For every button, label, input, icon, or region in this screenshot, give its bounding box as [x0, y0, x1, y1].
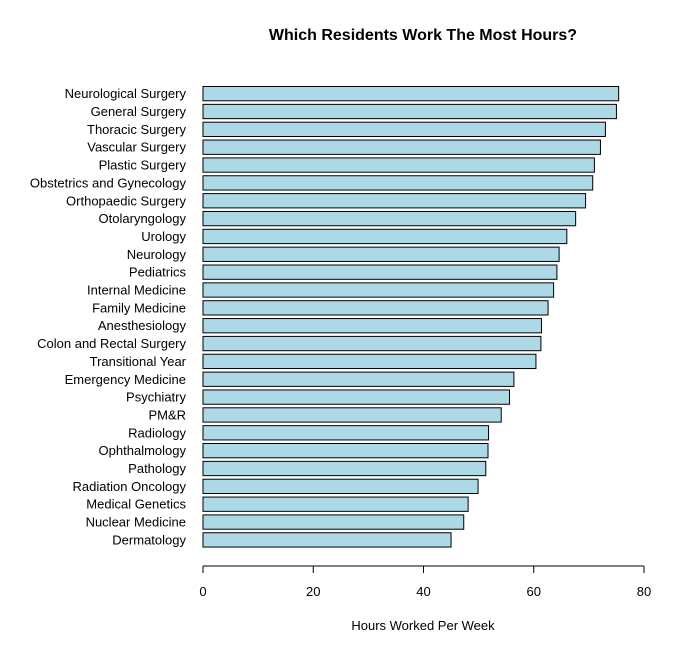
category-label-21: Pathology	[128, 461, 186, 476]
category-label-2: Thoracic Surgery	[87, 122, 186, 137]
bar-16	[202, 371, 515, 387]
category-label-14: Colon and Rectal Surgery	[37, 336, 186, 351]
bar-10	[202, 264, 558, 280]
category-label-18: PM&R	[148, 407, 186, 422]
category-label-7: Otolaryngology	[99, 211, 187, 226]
bar-2	[202, 121, 606, 137]
bar-13	[202, 318, 542, 334]
bar-4	[202, 157, 595, 173]
category-labels: Neurological Surgery General Surgery Thora…	[30, 86, 187, 547]
bar-14	[202, 335, 542, 352]
bar-7	[202, 210, 577, 227]
bar-12	[202, 300, 549, 316]
category-label-20: Ophthalmology	[99, 443, 187, 458]
bar-19	[202, 425, 490, 441]
x-tick-label-0: 0	[199, 584, 206, 599]
x-tick-label-3: 60	[527, 584, 541, 599]
category-label-15: Transitional Year	[90, 354, 187, 369]
category-label-6: Orthopaedic Surgery	[66, 193, 186, 208]
x-tick-label-2: 40	[416, 584, 430, 599]
bar-18	[202, 407, 502, 423]
category-label-10: Pediatrics	[129, 265, 187, 280]
category-label-4: Plastic Surgery	[99, 158, 187, 173]
bar-5	[202, 175, 594, 191]
bar-3	[202, 139, 601, 155]
bar-24	[202, 514, 465, 530]
category-label-24: Nuclear Medicine	[86, 515, 186, 530]
category-label-22: Radiation Oncology	[73, 479, 187, 494]
category-label-3: Vascular Surgery	[87, 140, 186, 155]
x-tick-label-1: 20	[306, 584, 320, 599]
bar-9	[202, 246, 560, 262]
bar-23	[202, 496, 469, 512]
x-axis: 0 20 40 60 80	[199, 565, 651, 599]
category-label-19: Radiology	[128, 425, 186, 440]
bar-1	[202, 103, 617, 120]
bar-22	[202, 478, 479, 495]
bar-17	[202, 389, 510, 405]
bars-group	[202, 86, 620, 548]
category-label-23: Medical Genetics	[86, 497, 186, 512]
category-label-8: Urology	[141, 229, 186, 244]
bar-25	[202, 532, 452, 548]
category-label-13: Anesthesiology	[98, 318, 187, 333]
category-label-17: Psychiatry	[126, 390, 186, 405]
bar-0	[202, 86, 620, 102]
category-label-0: Neurological Surgery	[65, 86, 187, 101]
bar-6	[202, 193, 587, 209]
x-axis-label: Hours Worked Per Week	[351, 618, 495, 633]
chart-title: Which Residents Work The Most Hours?	[269, 27, 577, 44]
category-label-16: Emergency Medicine	[65, 372, 186, 387]
category-label-25: Dermatology	[112, 532, 186, 547]
bar-15	[202, 353, 537, 370]
category-label-5: Obstetrics and Gynecology	[30, 175, 187, 190]
x-tick-label-4: 80	[637, 584, 651, 599]
bar-8	[202, 228, 568, 245]
category-label-1: General Surgery	[91, 104, 187, 119]
category-label-11: Internal Medicine	[87, 283, 186, 298]
bar-20	[202, 443, 489, 459]
bar-21	[202, 460, 487, 477]
category-label-12: Family Medicine	[92, 300, 186, 315]
bar-11	[202, 282, 555, 298]
category-label-9: Neurology	[127, 247, 187, 262]
